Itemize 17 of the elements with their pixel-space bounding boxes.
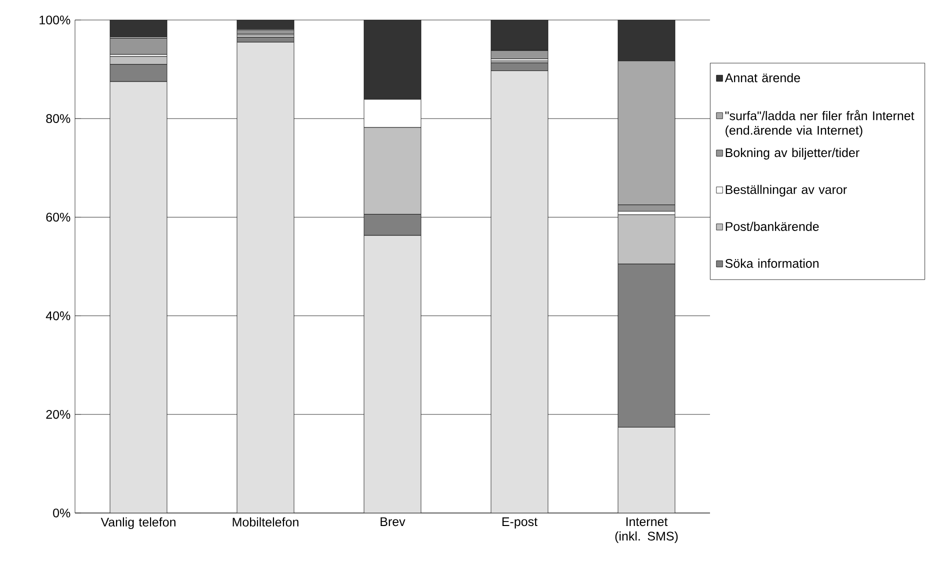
x-tick-label: Vanlig telefon	[100, 517, 176, 530]
y-tick-label: 60%	[46, 212, 70, 222]
legend-label: Bokning av biljetter/tider	[726, 148, 860, 160]
legend-label: Beställningar av varor	[726, 184, 847, 197]
legend-label: Post/bankärende	[726, 222, 819, 231]
y-tick-label: 40%	[46, 311, 70, 320]
y-tick-label: 20%	[46, 410, 70, 419]
x-tick-label: Internet (inkl. SMS)	[615, 517, 678, 544]
y-tick-label: 80%	[46, 114, 70, 124]
x-tick-label: E-post	[502, 517, 538, 529]
legend-label: Söka information	[725, 258, 818, 268]
legend-label: Annat ärende	[724, 73, 800, 82]
y-tick-label: 0%	[53, 508, 70, 518]
legend-label: "surfa"/ladda ner filer från Internet (end.ärende via Internet)	[725, 110, 914, 138]
x-tick-label: Brev	[380, 517, 406, 526]
x-tick-label: Mobiltelefon	[232, 517, 298, 527]
y-tick-label: 100%	[40, 16, 70, 24]
